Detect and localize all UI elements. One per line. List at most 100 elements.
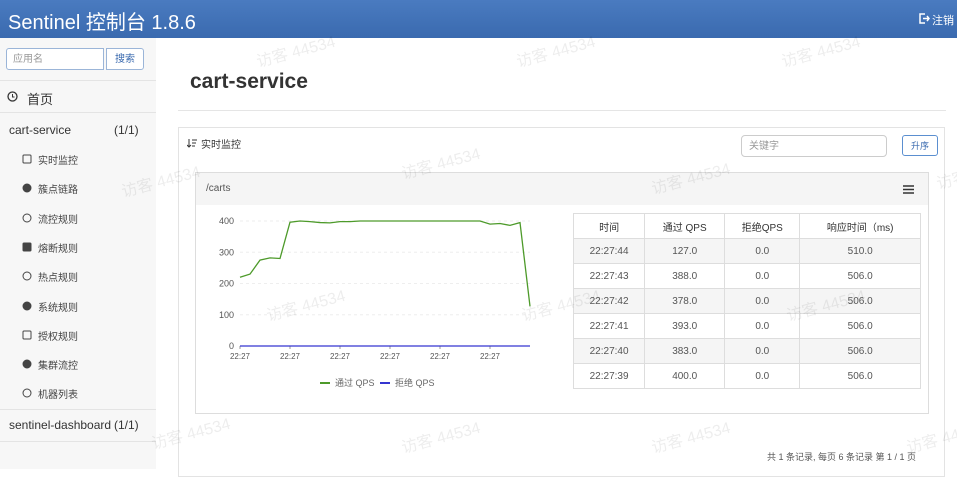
menu-item[interactable]: 实时监控: [38, 156, 78, 167]
home-link[interactable]: 首页: [27, 92, 54, 107]
column-header: 通过 QPS: [644, 213, 726, 239]
table-cell: 22:27:39: [572, 363, 646, 389]
icon-shape: [22, 271, 32, 281]
table-cell: 400.0: [644, 363, 726, 389]
table-row: 22:27:44 127.0 0.0 510.0: [572, 238, 921, 264]
table-header: 时间 通过 QPS 拒绝QPS 响应时间（ms): [572, 213, 921, 239]
table-cell: 0.0: [724, 363, 801, 389]
panel-title: 实时监控: [201, 140, 241, 151]
menu-item[interactable]: 热点规则: [38, 273, 78, 285]
app-count: (1/1): [114, 418, 139, 432]
y-tick-label: 300: [219, 247, 234, 257]
table-cell: 0.0: [724, 263, 801, 289]
search-button[interactable]: 搜索: [106, 48, 144, 70]
table-cell: 510.0: [799, 238, 921, 264]
table-cell: 22:27:42: [572, 288, 646, 314]
icon-shape: [22, 154, 32, 164]
icon-shape: [22, 183, 32, 193]
qps-table: 时间 通过 QPS 拒绝QPS 响应时间（ms) 22:27:44 127.0 0.0 510…: [572, 213, 921, 389]
app-title: Sentinel 控制台 1.8.6: [8, 12, 196, 34]
table-row: 22:27:42 378.0 0.0 506.0: [572, 288, 921, 314]
menu-icon: [22, 359, 32, 369]
x-tick-label: 22:27: [330, 352, 351, 361]
menu-icon[interactable]: [903, 185, 914, 194]
menu-icon: [22, 301, 32, 310]
table-cell: 0.0: [724, 338, 801, 364]
table-cell: 22:27:44: [572, 238, 646, 264]
table-cell: 127.0: [644, 238, 726, 264]
sidebar: 应用名 搜索 首页 cart-service (1/1) 实时监控簇点链路流控规…: [0, 38, 156, 469]
table-cell: 22:27:41: [572, 313, 646, 339]
table-cell: 393.0: [644, 313, 726, 339]
menu-item[interactable]: 流控规则: [38, 214, 78, 226]
sort-icon: [187, 139, 197, 148]
x-tick-label: 22:27: [430, 352, 451, 361]
column-header: 拒绝QPS: [724, 213, 801, 239]
menu-item[interactable]: 系统规则: [38, 302, 78, 314]
table-row: 22:27:43 388.0 0.0 506.0: [572, 263, 921, 289]
menu-icon: [22, 388, 32, 398]
menu-icon: [22, 242, 32, 252]
chart: 0 100 200 300 400 22:27 22:27 22:27 22:27 22:27 22…: [219, 216, 531, 388]
menu-icon: [22, 271, 32, 281]
logout-icon: [919, 13, 930, 24]
menu-item[interactable]: 熔断规则: [38, 243, 78, 255]
home-icon: [7, 91, 18, 102]
menu-item[interactable]: 机器列表: [38, 390, 78, 402]
x-tick-label: 22:27: [230, 352, 251, 361]
x-tick-label: 22:27: [480, 352, 501, 361]
page-title: cart-service: [190, 70, 308, 93]
x-tick-label: 22:27: [380, 352, 401, 361]
table-cell: 506.0: [799, 363, 921, 389]
table-row: 22:27:40 383.0 0.0 506.0: [572, 338, 921, 364]
column-header: 时间: [572, 213, 646, 239]
header: Sentinel 控制台 1.8.6 注销: [0, 0, 957, 38]
table-cell: 506.0: [799, 338, 921, 364]
menu-item[interactable]: 集群流控: [38, 361, 78, 373]
table-cell: 506.0: [799, 313, 921, 339]
app-name[interactable]: sentinel-dashboard: [9, 418, 112, 432]
table-cell: 383.0: [644, 338, 726, 364]
table-row: 22:27:41 393.0 0.0 506.0: [572, 313, 921, 339]
legend-label[interactable]: 拒绝 QPS: [395, 377, 435, 388]
icon-shape: [22, 359, 32, 369]
table-cell: 388.0: [644, 263, 726, 289]
app-name[interactable]: cart-service: [9, 123, 72, 137]
table-cell: 0.0: [724, 238, 801, 264]
icon-shape: [22, 388, 32, 398]
series-line: [239, 220, 531, 307]
resource-card: /carts: [195, 172, 929, 414]
column-header: 响应时间（ms): [799, 213, 921, 239]
y-tick-label: 100: [219, 310, 234, 320]
icon-shape: [22, 213, 32, 223]
menu-icon: [22, 213, 32, 223]
table-cell: 0.0: [724, 288, 801, 314]
table-cell: 506.0: [799, 263, 921, 289]
menu-item[interactable]: 簇点链路: [38, 185, 78, 197]
table-cell: 378.0: [644, 288, 726, 314]
icon-shape: [22, 330, 32, 340]
table-cell: 22:27:40: [572, 338, 646, 364]
menu-icon: [22, 183, 32, 193]
menu-item[interactable]: 授权规则: [38, 331, 78, 343]
legend-label[interactable]: 通过 QPS: [335, 377, 375, 388]
resource-name: /carts: [206, 183, 231, 194]
table-row: 22:27:39 400.0 0.0 506.0: [572, 363, 921, 389]
y-tick-label: 0: [229, 341, 234, 351]
menu-icon: [22, 330, 32, 340]
icon-shape: [22, 301, 32, 310]
y-tick-label: 400: [219, 216, 234, 226]
keyword-input[interactable]: 关键字: [741, 135, 887, 157]
menu-icon: [22, 154, 32, 164]
logout-link[interactable]: 注销: [932, 15, 954, 27]
card-header: [196, 173, 928, 205]
divider: [178, 110, 946, 111]
icon-shape: [22, 242, 32, 252]
x-tick-label: 22:27: [280, 352, 301, 361]
y-tick-label: 200: [219, 279, 234, 289]
sort-button[interactable]: 升序: [902, 135, 938, 156]
pagination: 共 1 条记录, 每页 6 条记录 第 1 / 1 页: [766, 452, 916, 462]
app-count: (1/1): [114, 123, 139, 137]
search-input[interactable]: 应用名: [6, 48, 104, 70]
